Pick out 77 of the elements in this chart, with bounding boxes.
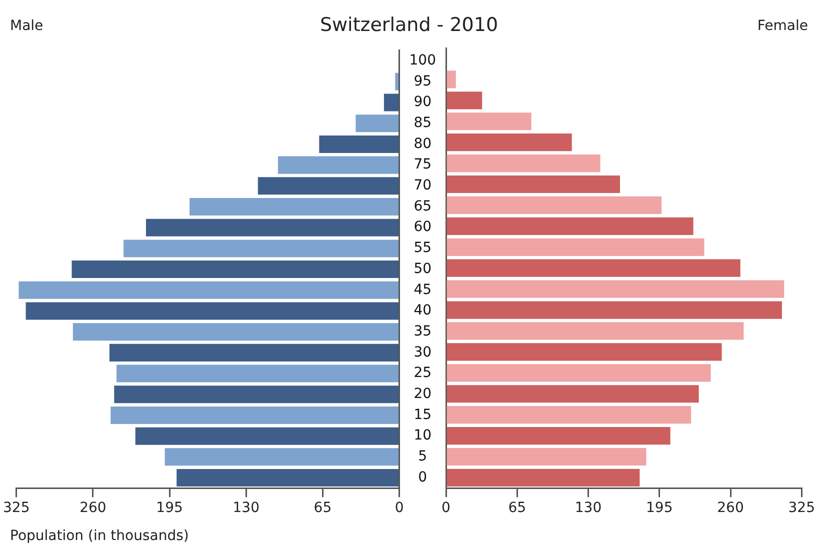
y-tick-label: 10 <box>414 428 432 444</box>
y-tick-label: 100 <box>409 52 436 68</box>
bar <box>18 281 399 299</box>
x-tick-label: 0 <box>442 500 450 516</box>
bar <box>109 344 399 362</box>
y-tick-label: 45 <box>414 282 432 298</box>
x-tick-label: 65 <box>314 500 332 516</box>
y-tick-label: 65 <box>414 198 432 214</box>
bar <box>190 198 399 216</box>
bar <box>446 322 744 340</box>
bar <box>384 94 399 112</box>
bar <box>395 72 399 90</box>
y-tick-label: 20 <box>414 386 432 402</box>
bar <box>146 218 399 236</box>
y-tick-label: 15 <box>414 406 432 423</box>
x-tick-label: 65 <box>508 500 526 516</box>
chart-subtitle: Female <box>757 18 808 34</box>
bar <box>114 386 399 404</box>
bar <box>446 112 532 130</box>
bar <box>446 406 692 424</box>
y-tick-label: 50 <box>414 260 432 277</box>
bar <box>446 364 711 382</box>
bar <box>446 448 646 466</box>
y-tick-label: 30 <box>414 344 432 360</box>
y-tick-label: 60 <box>414 219 432 236</box>
x-tick-label: 325 <box>2 500 30 516</box>
bar <box>446 217 694 235</box>
y-tick-label: 85 <box>414 115 432 132</box>
y-tick-label: 5 <box>418 448 428 465</box>
bar <box>446 70 456 88</box>
chart-title: Switzerland - 2010 <box>320 14 498 36</box>
y-tick-label: 25 <box>414 365 432 382</box>
bar <box>356 114 399 132</box>
bar <box>135 427 399 445</box>
x-tick-label: 260 <box>717 500 744 516</box>
y-tick-label: 55 <box>414 240 432 256</box>
y-tick-label: 70 <box>414 178 432 194</box>
bar <box>446 301 782 319</box>
bar <box>446 468 640 487</box>
x-tick-label: 0 <box>394 500 404 516</box>
y-tick-label: 95 <box>414 73 432 90</box>
bar <box>446 154 600 172</box>
bar <box>72 260 399 278</box>
bar <box>446 196 662 214</box>
bar <box>446 426 670 445</box>
bar <box>278 156 399 174</box>
bar <box>72 323 399 341</box>
y-tick-label: 35 <box>414 323 432 340</box>
bar <box>124 240 399 258</box>
bar <box>446 385 699 403</box>
chart-subtitle: Male <box>10 18 44 34</box>
x-tick-label: 130 <box>232 500 260 516</box>
bar <box>446 134 572 152</box>
bar <box>319 135 399 153</box>
bar <box>446 92 482 110</box>
bar <box>116 364 399 382</box>
x-tick-label: 195 <box>646 500 673 516</box>
bar <box>446 343 722 361</box>
y-tick-label: 90 <box>414 94 432 110</box>
y-tick-label: 80 <box>414 136 432 152</box>
x-tick-label: 130 <box>574 500 602 516</box>
x-tick-label: 195 <box>156 500 183 516</box>
x-tick-label: 325 <box>788 500 816 516</box>
bar <box>258 177 399 195</box>
bar <box>176 469 399 487</box>
bar <box>164 448 399 466</box>
x-tick-label: 260 <box>80 500 106 516</box>
y-tick-label: 0 <box>418 469 428 486</box>
bar <box>446 175 620 194</box>
bar <box>446 259 740 277</box>
x-axis-title: Population (in thousands) <box>10 528 189 544</box>
bar <box>446 238 704 256</box>
y-tick-label: 75 <box>414 156 432 173</box>
bar <box>446 280 784 298</box>
bar <box>110 406 399 424</box>
y-tick-label: 40 <box>414 302 432 319</box>
bar <box>26 302 399 320</box>
